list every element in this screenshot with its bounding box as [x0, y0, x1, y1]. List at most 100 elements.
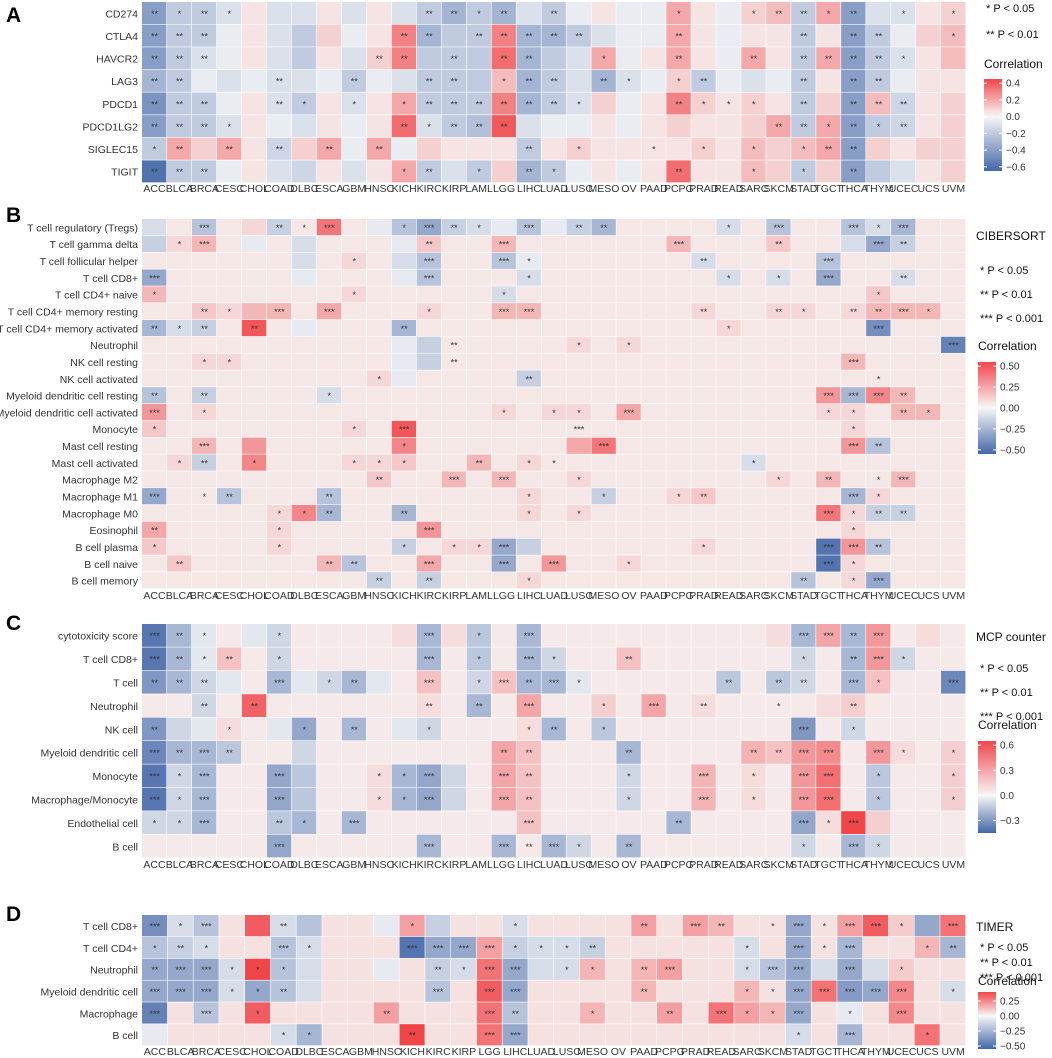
significance-stars: **	[426, 240, 434, 250]
column-label: SARC	[733, 1046, 763, 1058]
significance-stars: ***	[524, 223, 535, 233]
heatmap-cell	[816, 387, 841, 404]
heatmap-cell	[916, 24, 941, 47]
significance-stars: **	[775, 748, 783, 758]
column-label: ESCA	[315, 590, 344, 602]
significance-stars: ***	[848, 842, 859, 852]
heatmap-cell	[791, 454, 816, 471]
significance-stars: ***	[499, 240, 510, 250]
heatmap-cell	[541, 387, 566, 404]
heatmap-cell	[491, 488, 516, 505]
heatmap-cell	[591, 115, 616, 138]
heatmap-cell	[891, 336, 916, 353]
heatmap-cell	[566, 387, 591, 404]
significance-stars: *	[278, 509, 282, 519]
heatmap-cell	[491, 555, 516, 572]
method-label: TIMER	[976, 920, 1014, 934]
heatmap-cell	[841, 454, 866, 471]
significance-stars: *	[877, 795, 881, 805]
heatmap-cell	[641, 137, 666, 160]
heatmap-cell	[766, 454, 791, 471]
heatmap-cell	[441, 834, 467, 858]
heatmap-cell	[441, 92, 467, 115]
significance-stars: **	[426, 9, 434, 19]
heatmap-cell	[341, 160, 367, 183]
heatmap-cell	[616, 319, 641, 337]
heatmap-cell	[316, 269, 342, 286]
colorbar-tick-label: 0.0	[1006, 112, 1020, 123]
heatmap-cell	[657, 1002, 683, 1024]
colorbar-tick-label: 0.2	[1006, 95, 1020, 106]
significance-stars: *	[203, 408, 207, 418]
heatmap-cell	[341, 572, 367, 589]
row-label: Myeloid dendritic cell activated	[0, 407, 138, 419]
heatmap-cell	[466, 624, 491, 647]
heatmap-cell	[916, 404, 941, 421]
colorbar-tick-label: −0.25	[1000, 1027, 1026, 1038]
heatmap-cell	[291, 787, 317, 811]
heatmap-cell	[941, 47, 966, 70]
heatmap-cell	[491, 269, 516, 286]
heatmap-cell	[566, 504, 591, 522]
significance-stars: *	[256, 965, 260, 975]
significance-stars: **	[276, 145, 284, 155]
significance-stars: *	[577, 509, 581, 519]
column-label: PCPG	[664, 590, 694, 602]
heatmap-cell	[866, 404, 891, 421]
heatmap-cell	[940, 980, 966, 1002]
heatmap-cell	[841, 69, 866, 92]
significance-stars: *	[591, 1009, 595, 1019]
heatmap-cell	[341, 252, 367, 269]
heatmap-cell	[266, 47, 292, 70]
row-label: Mast cell resting	[62, 441, 138, 453]
significance-stars: **	[850, 54, 858, 64]
heatmap-cell	[641, 717, 666, 741]
heatmap-cell	[760, 915, 786, 937]
heatmap-cell	[566, 47, 591, 70]
significance-stars: *	[827, 9, 831, 19]
column-label: BLCA	[166, 859, 193, 871]
significance-stars: ***	[798, 795, 809, 805]
heatmap-cell	[291, 504, 317, 522]
heatmap-cell	[466, 69, 491, 92]
column-label: KICH	[392, 859, 417, 871]
heatmap-cell	[566, 521, 591, 538]
heatmap-cell	[554, 936, 580, 959]
heatmap-cell	[766, 69, 791, 92]
row-label: cytotoxicity score	[58, 631, 138, 643]
heatmap-cell	[914, 915, 940, 937]
heatmap-cell	[657, 1024, 683, 1046]
heatmap-cell	[916, 269, 941, 286]
heatmap-cell	[888, 980, 914, 1002]
heatmap-cell	[466, 47, 491, 70]
heatmap-cell	[316, 504, 342, 522]
heatmap-cell	[766, 670, 791, 694]
significance-stars: ***	[898, 307, 909, 317]
significance-stars: *	[178, 795, 182, 805]
heatmap-cell	[916, 555, 941, 572]
heatmap-cell	[766, 137, 791, 160]
heatmap-cell	[266, 252, 292, 269]
significance-stars: **	[376, 475, 384, 485]
heatmap-cell	[191, 137, 217, 160]
significance-stars: ***	[873, 631, 884, 641]
heatmap-cell	[914, 980, 940, 1002]
significance-stars: ***	[484, 987, 495, 997]
heatmap-cell	[216, 370, 242, 387]
significance-stars: **	[226, 145, 234, 155]
heatmap-cell	[441, 47, 467, 70]
heatmap-cell	[716, 811, 741, 834]
heatmap-cell	[616, 69, 641, 92]
heatmap-cell	[441, 420, 467, 438]
heatmap-cell	[316, 624, 342, 647]
heatmap-cell	[641, 504, 666, 522]
heatmap-cell	[266, 286, 292, 303]
row-label: Neutrophil	[90, 340, 138, 352]
heatmap-cell	[616, 437, 641, 454]
heatmap-cell	[916, 69, 941, 92]
heatmap-cell	[691, 336, 716, 353]
significance-stars: ***	[768, 965, 779, 975]
significance-stars: *	[577, 341, 581, 351]
heatmap-cell	[916, 2, 941, 25]
heatmap-cell	[191, 115, 217, 138]
